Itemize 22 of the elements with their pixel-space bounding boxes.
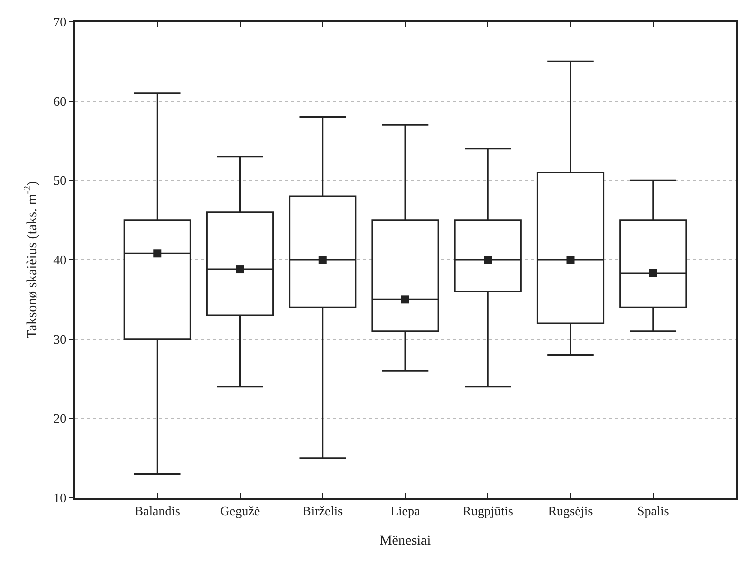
y-tick-label: 60	[54, 94, 67, 109]
point	[566, 256, 575, 264]
point	[236, 266, 244, 274]
x-tick-label: Birželis	[302, 503, 344, 518]
x-tick-label: Liepa	[390, 503, 421, 518]
point	[484, 256, 492, 264]
y-tick-label: 30	[54, 332, 67, 347]
x-tick-label: Gegužė	[220, 503, 260, 518]
x-tick-label: Rugsėjis	[548, 503, 594, 518]
point	[154, 250, 162, 258]
y-tick-label: 20	[54, 411, 67, 426]
x-tick-label: Spalis	[637, 503, 670, 518]
x-tick-label: Rugpjūtis	[462, 503, 514, 518]
y-tick-label: 50	[54, 173, 67, 188]
point	[402, 296, 410, 304]
y-tick-label: 40	[54, 252, 67, 268]
point	[318, 256, 327, 264]
y-tick-label: 70	[54, 14, 67, 30]
x-tick-label: Balandis	[134, 503, 180, 518]
y-tick-label: 10	[54, 490, 67, 506]
point	[649, 269, 658, 278]
x-axis-title: Mënesiai	[380, 534, 432, 550]
